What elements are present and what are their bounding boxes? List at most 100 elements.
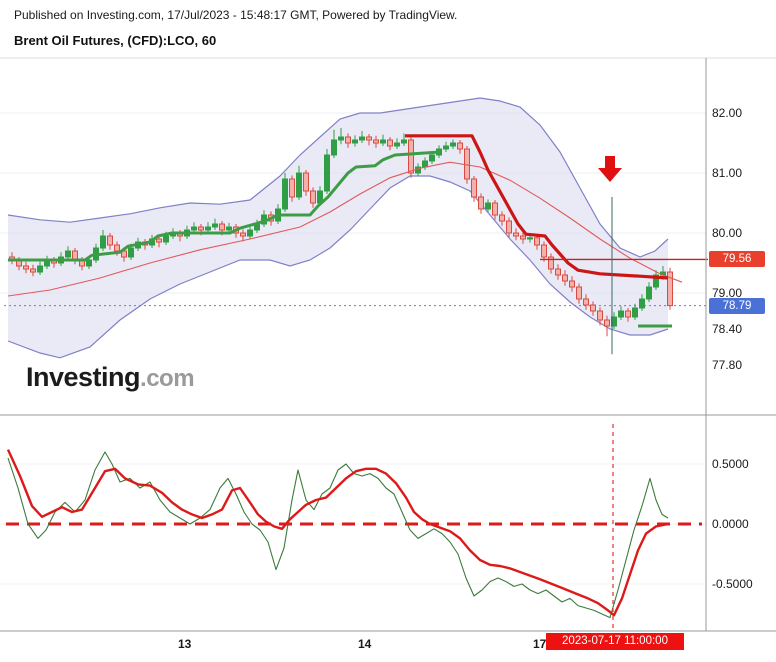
price-label-blue: 78.79 — [709, 297, 765, 314]
candle-body — [37, 265, 43, 273]
candle-body — [534, 237, 540, 246]
candle-body — [401, 139, 407, 144]
candle-body — [219, 223, 225, 231]
candle-body — [65, 250, 71, 258]
trend-line-red — [405, 134, 669, 280]
osc-y-tick: -0.5000 — [712, 577, 753, 591]
candle-body — [240, 232, 246, 237]
candle-body — [289, 178, 295, 198]
price-label-red: 79.56 — [709, 251, 765, 268]
candle-body — [576, 286, 582, 300]
candle-body — [429, 154, 435, 162]
down-arrow-icon — [598, 156, 622, 182]
chart-title: Brent Oil Futures, (CFD):LCO, 60 — [14, 33, 217, 48]
candle-body — [422, 160, 428, 168]
candle-body — [541, 244, 547, 258]
candle-body — [352, 139, 358, 144]
candle-body — [247, 229, 253, 237]
candle-body — [590, 304, 596, 312]
main-y-tick: 82.00 — [712, 106, 743, 120]
candle-body — [667, 271, 673, 307]
bollinger-upper-line — [7, 97, 669, 258]
main-y-tick: 77.80 — [712, 358, 743, 372]
candle-body — [408, 139, 414, 174]
candle-body — [359, 136, 365, 141]
x-axis-tick: 14 — [358, 637, 372, 651]
candle-body — [296, 172, 302, 198]
candle-body — [324, 154, 330, 192]
candle-body — [191, 226, 197, 231]
main-y-tick: 79.00 — [712, 286, 743, 300]
candle-body — [156, 238, 162, 243]
candle-body — [450, 142, 456, 147]
candle-body — [394, 142, 400, 147]
candle-body — [380, 139, 386, 144]
candle-body — [100, 235, 106, 249]
candle-body — [366, 136, 372, 141]
candle-body — [555, 268, 561, 276]
candle-body — [338, 136, 344, 141]
osc-y-tick: 0.5000 — [712, 457, 749, 471]
candle-body — [345, 136, 351, 144]
watermark-bold: Investing — [26, 362, 141, 392]
candle-body — [520, 235, 526, 240]
candle-body — [464, 148, 470, 180]
trend-line-green — [8, 150, 441, 262]
candle-body — [653, 274, 659, 288]
candle-body — [646, 286, 652, 300]
candle-body — [562, 274, 568, 282]
candle-body — [387, 139, 393, 147]
candle-body — [569, 280, 575, 288]
candle-body — [632, 307, 638, 318]
candle-body — [471, 178, 477, 198]
candle-body — [205, 226, 211, 231]
candle-body — [492, 202, 498, 216]
candle-body — [107, 235, 113, 246]
time-badge: 2023-07-17 11:00:00 — [546, 633, 684, 650]
candle-body — [310, 190, 316, 204]
candle-body — [30, 268, 36, 273]
main-y-tick: 80.00 — [712, 226, 743, 240]
candle-body — [618, 310, 624, 318]
main-y-tick: 78.40 — [712, 322, 743, 336]
candle-body — [282, 178, 288, 210]
candle-body — [478, 196, 484, 210]
candle-body — [212, 223, 218, 228]
candle-body — [499, 214, 505, 222]
main-y-tick: 81.00 — [712, 166, 743, 180]
candle-body — [331, 139, 337, 156]
candle-body — [373, 139, 379, 144]
candle-body — [457, 142, 463, 150]
osc-green-line — [7, 451, 669, 619]
candle-body — [198, 226, 204, 231]
candle-body — [443, 145, 449, 150]
candle-body — [86, 259, 92, 267]
bollinger-band — [8, 98, 668, 358]
candle-body — [548, 256, 554, 270]
candle-body — [527, 237, 533, 240]
bollinger-lower-line — [7, 175, 669, 359]
candle-body — [639, 298, 645, 309]
watermark-light: .com — [140, 365, 195, 392]
investing-watermark: Investing.com — [26, 362, 195, 393]
osc-red-line — [6, 449, 669, 617]
osc-y-tick: 0.0000 — [712, 517, 749, 531]
x-axis-tick: 17 — [533, 637, 547, 651]
published-line: Published on Investing.com, 17/Jul/2023 … — [14, 8, 458, 22]
candle-body — [303, 172, 309, 192]
candle-body — [128, 247, 134, 258]
candle-body — [485, 202, 491, 210]
candle-body — [23, 265, 29, 270]
candle-body — [226, 226, 232, 231]
candle-body — [114, 244, 120, 252]
candle-body — [513, 232, 519, 237]
candle-body — [604, 319, 610, 327]
candle-body — [597, 310, 603, 321]
ma-line-red — [7, 161, 683, 297]
candle-body — [163, 235, 169, 243]
candle-body — [506, 220, 512, 234]
candle-body — [625, 310, 631, 318]
x-axis-tick: 13 — [178, 637, 192, 651]
